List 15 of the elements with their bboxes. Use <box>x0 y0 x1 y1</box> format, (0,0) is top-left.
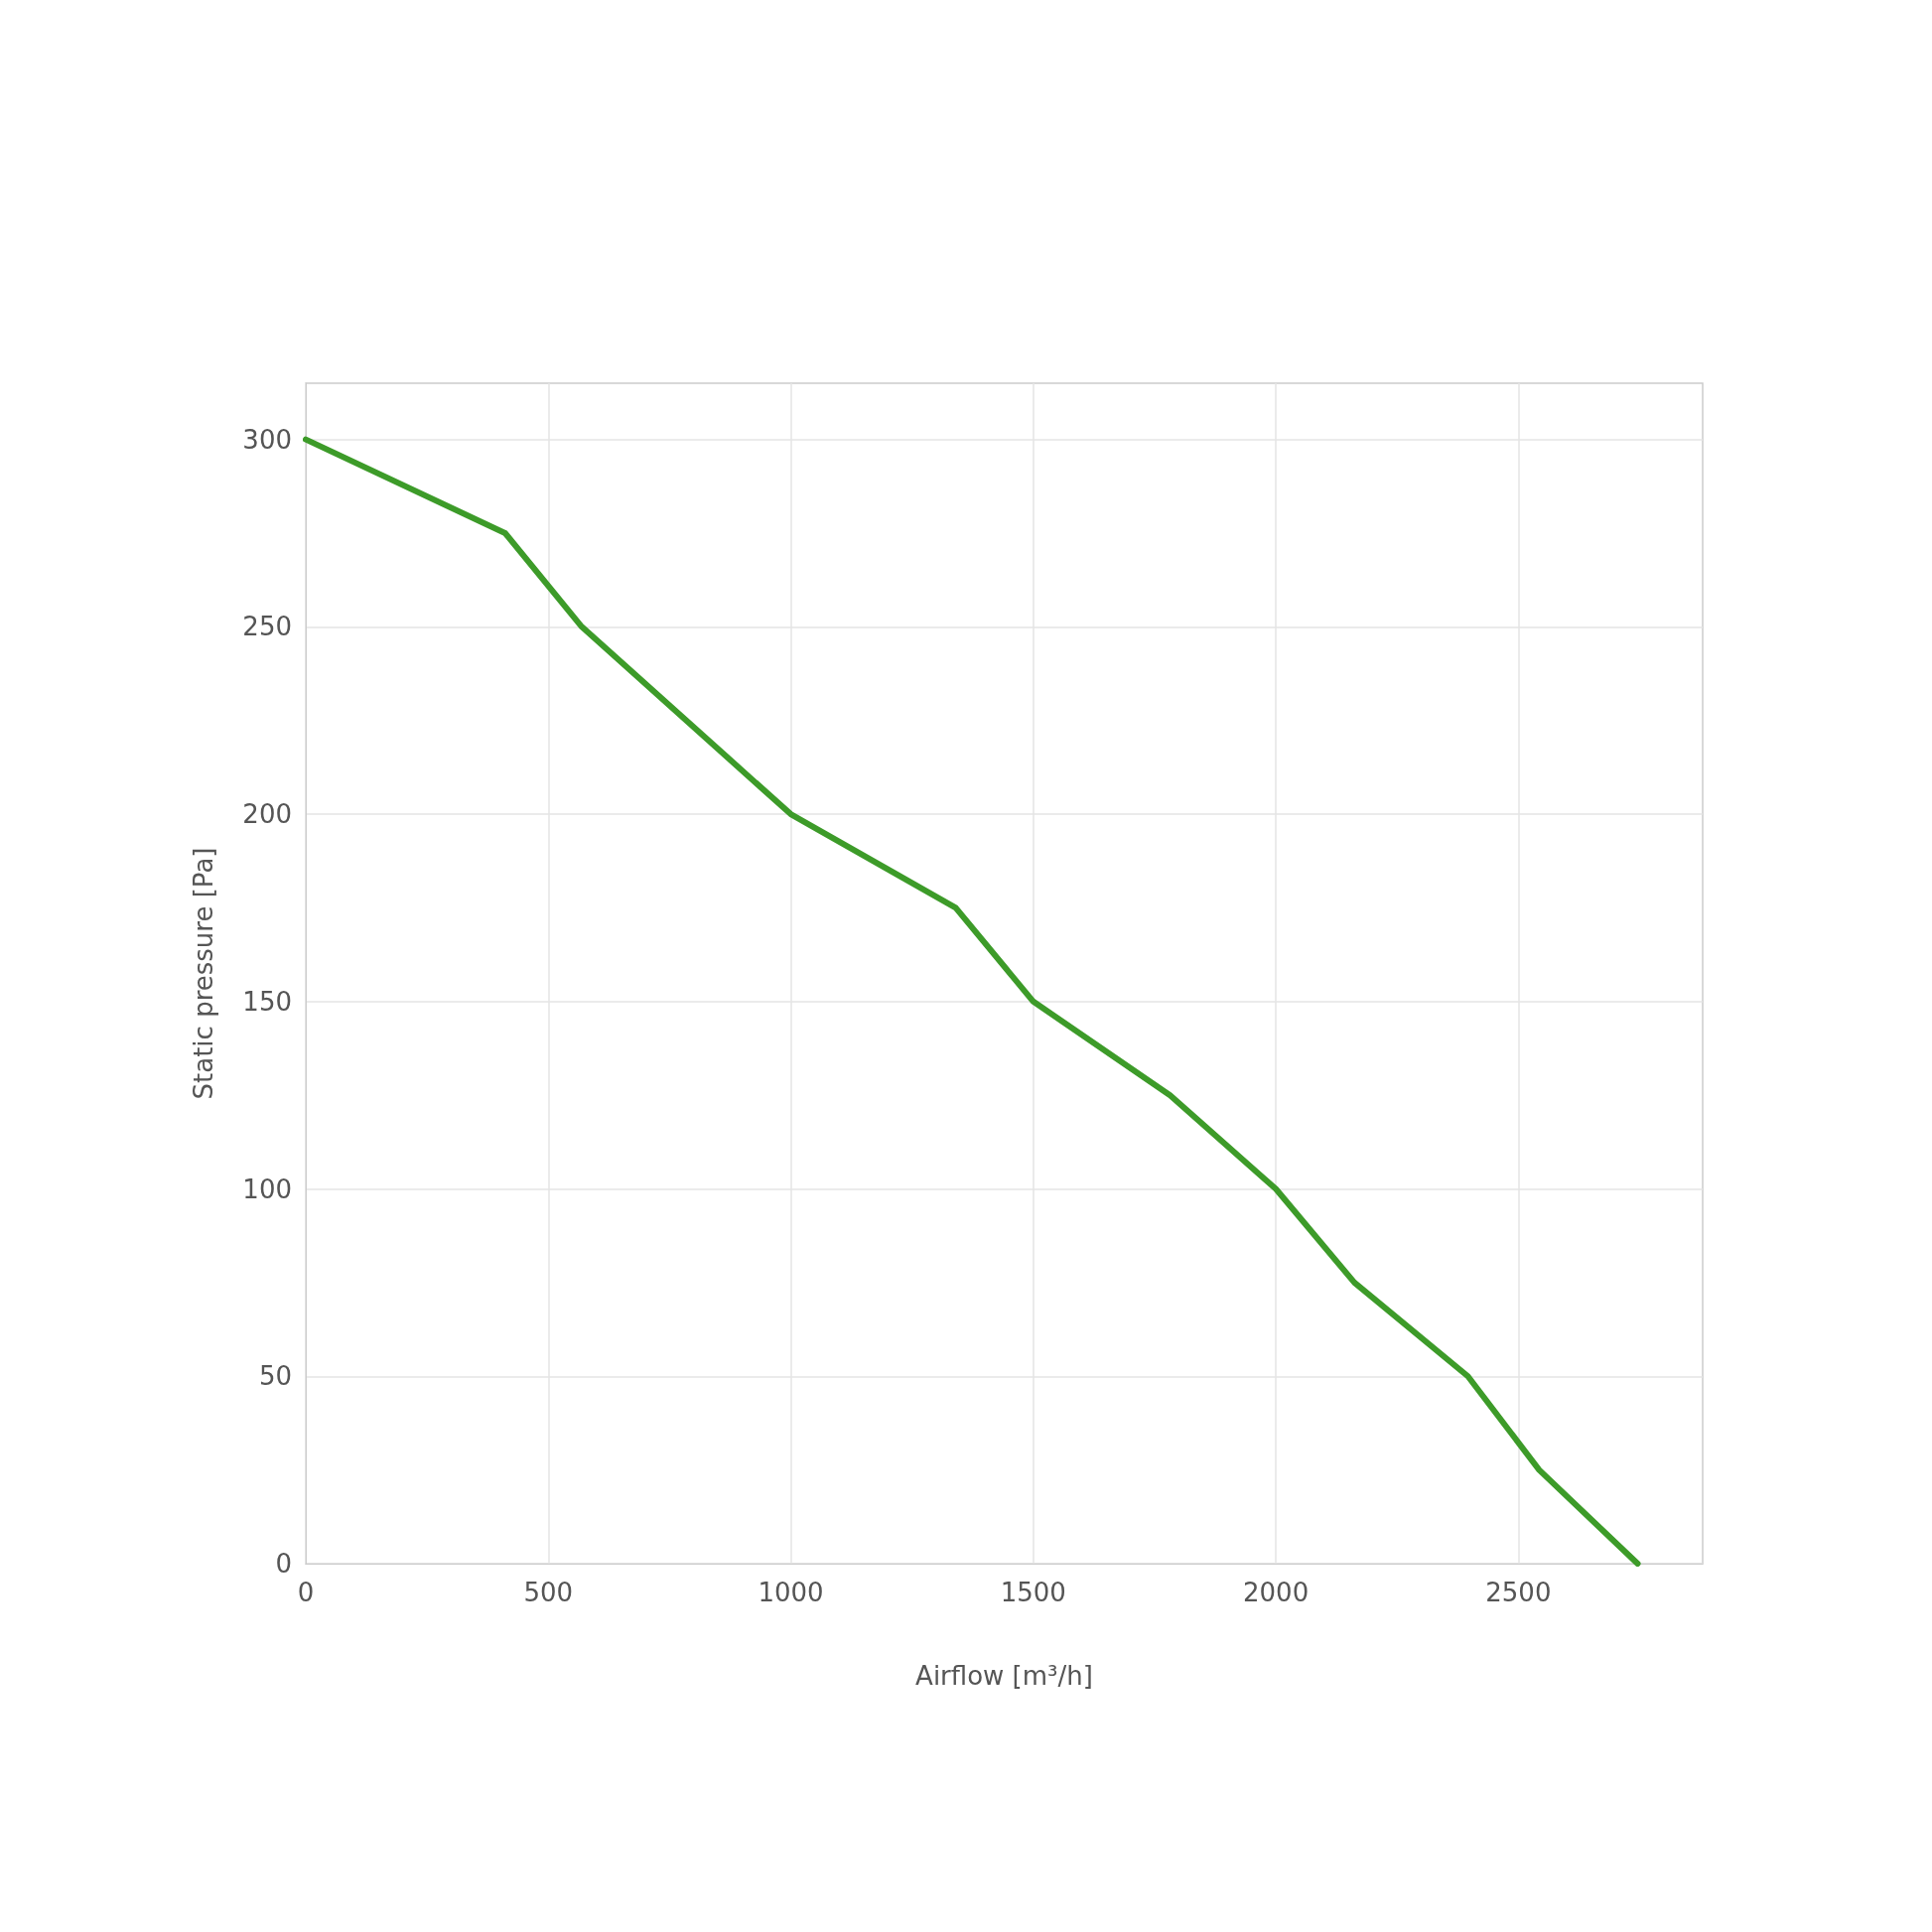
y-tick-label: 300 <box>242 424 292 455</box>
x-tick-label: 1500 <box>1000 1578 1066 1607</box>
y-tick-label: 100 <box>242 1173 292 1204</box>
x-tick-label: 0 <box>297 1578 315 1607</box>
y-tick-label: 200 <box>242 799 292 830</box>
y-tick-label: 50 <box>258 1361 292 1392</box>
y-tick-label: 250 <box>242 612 292 642</box>
y-tick-label: 0 <box>275 1549 292 1579</box>
x-tick-label: 2500 <box>1485 1578 1552 1607</box>
x-tick-label: 500 <box>523 1578 574 1607</box>
y-tick-label: 150 <box>242 986 292 1017</box>
y-axis-title: Static pressure [Pa] <box>189 847 218 1100</box>
x-tick-label: 2000 <box>1243 1578 1310 1607</box>
x-tick-label: 1000 <box>758 1578 824 1607</box>
x-axis-title: Airflow [m³/h] <box>915 1661 1093 1691</box>
